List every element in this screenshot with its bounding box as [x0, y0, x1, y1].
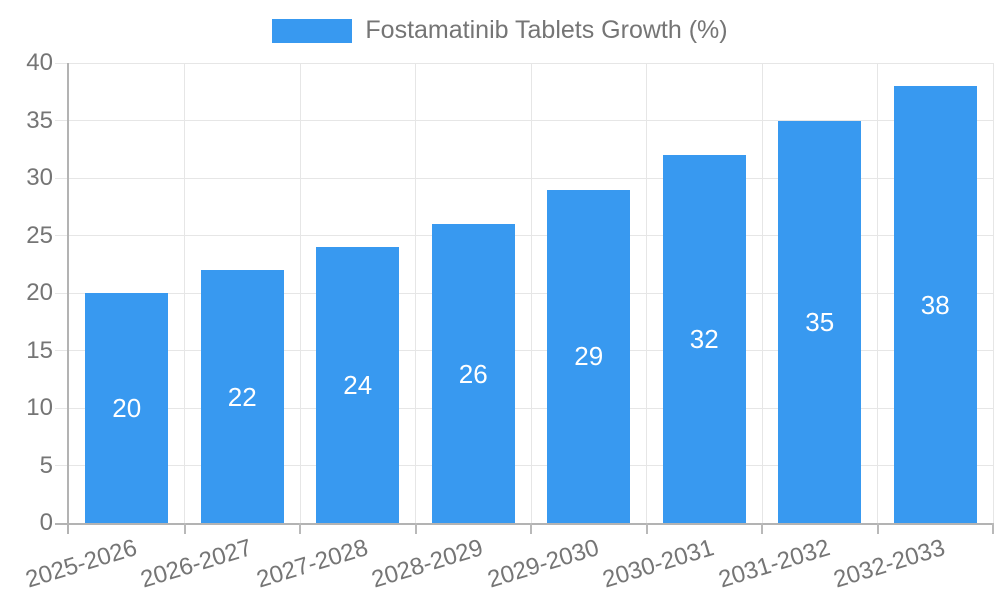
bars-layer: 20 22 24 26 29 32 35 38	[69, 63, 993, 523]
bar-value-label: 22	[227, 381, 257, 412]
x-axis-tick	[876, 523, 879, 534]
x-tick-label: 2027-2028	[253, 534, 372, 594]
h-gridline	[55, 292, 993, 294]
bar-value-label: 32	[689, 324, 719, 354]
bar-value-label: 26	[458, 358, 488, 389]
bar-2025-2026: 20	[85, 293, 169, 523]
h-gridline	[55, 350, 993, 351]
y-tick-label: 5	[39, 451, 53, 479]
bar-2027-2028: 24	[316, 247, 400, 523]
h-gridline	[55, 177, 993, 179]
x-tick-label: 2032-2033	[830, 534, 949, 594]
bar-value-label: 20	[112, 393, 142, 423]
x-tick-label: 2025-2026	[22, 534, 141, 594]
y-tick-label: 10	[26, 394, 53, 421]
y-tick-label: 0	[39, 509, 53, 536]
x-tick-label: 2031-2032	[715, 534, 834, 594]
plot-area: 20 22 24 26 29 32 35 38 0 5 10 15 20 25 30 35 40 2025-2…	[22, 51, 994, 593]
bar-value-label: 38	[920, 289, 950, 320]
legend-label: Fostamatinib Tablets Growth (%)	[365, 16, 728, 44]
bar-value-label: 35	[805, 306, 835, 337]
x-axis-tick	[761, 523, 763, 534]
v-gridline	[530, 63, 532, 523]
y-tick-label: 15	[26, 336, 53, 364]
bar-2030-2031: 32	[662, 155, 746, 523]
legend[interactable]: Fostamatinib Tablets Growth (%)	[0, 16, 1000, 45]
x-axis-line	[55, 523, 993, 525]
bar-2028-2029: 26	[431, 224, 515, 523]
gridlines	[55, 62, 994, 534]
x-axis-tick	[183, 523, 186, 534]
y-axis-line	[67, 63, 69, 534]
h-gridline	[55, 235, 993, 236]
x-axis-tick	[530, 523, 532, 534]
v-gridline	[761, 63, 763, 523]
y-tick-label: 30	[26, 164, 53, 191]
x-tick-label: 2030-2031	[599, 534, 718, 594]
y-tick-label: 20	[26, 279, 53, 306]
v-gridline	[415, 63, 416, 523]
h-gridline	[55, 62, 993, 64]
v-gridline	[299, 63, 301, 523]
y-tick-label: 35	[26, 106, 53, 134]
x-tick-label: 2028-2029	[368, 534, 487, 594]
x-axis-tick	[645, 523, 648, 534]
bar-value-label: 29	[574, 341, 604, 372]
bar-2031-2032: 35	[778, 120, 862, 523]
bar-2032-2033: 38	[893, 86, 977, 523]
bar-value-label: 24	[343, 370, 373, 400]
x-axis-labels: 2025-2026 2026-2027 2027-2028 2028-2029 2029…	[22, 523, 993, 600]
bar-2026-2027: 22	[200, 270, 284, 523]
x-axis-tick	[299, 523, 301, 534]
h-gridline	[55, 407, 993, 409]
x-axis-tick	[992, 523, 994, 534]
v-gridline	[184, 63, 185, 523]
v-gridline	[877, 63, 878, 523]
v-gridline	[992, 63, 994, 523]
h-gridline	[55, 465, 993, 466]
h-gridline	[55, 120, 993, 121]
y-tick-label: 25	[26, 221, 53, 249]
x-tick-label: 2026-2027	[137, 534, 256, 594]
legend-swatch-icon	[272, 18, 353, 43]
x-tick-label: 2029-2030	[484, 534, 603, 594]
bar-2029-2030: 29	[547, 189, 631, 523]
v-gridline	[646, 63, 647, 523]
x-axis-tick	[414, 523, 417, 534]
y-tick-label: 40	[26, 49, 53, 76]
